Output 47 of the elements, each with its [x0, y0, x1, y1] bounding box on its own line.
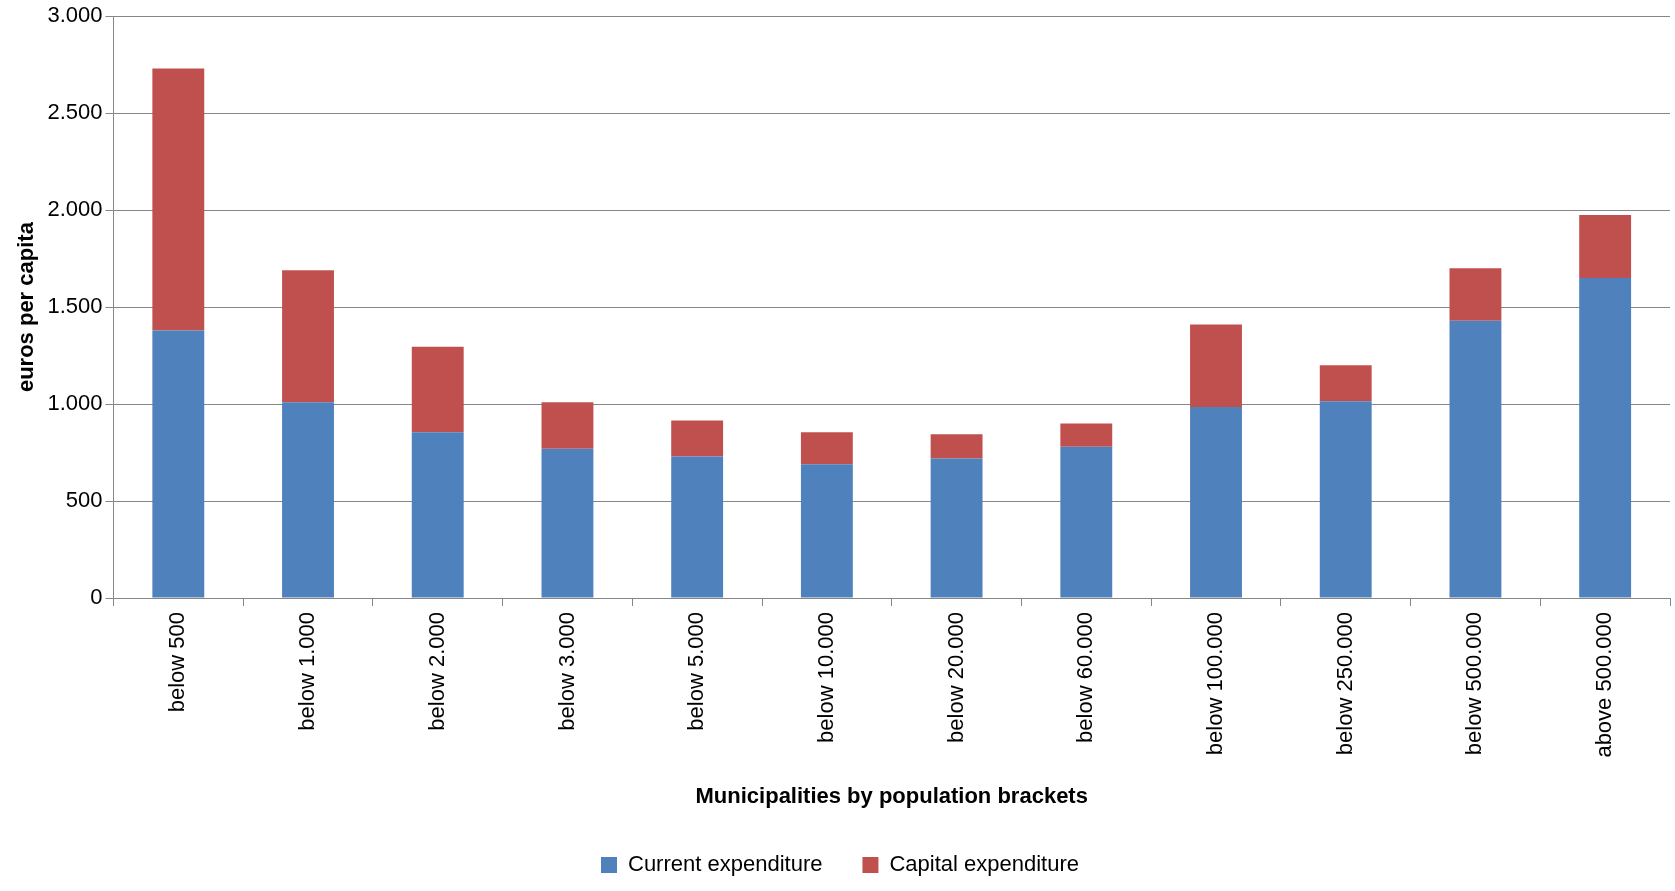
bar [282, 270, 334, 403]
bar [1579, 278, 1632, 598]
y-tick-label: 1.000 [47, 390, 103, 416]
bar [800, 464, 853, 598]
y-tick-label: 500 [65, 487, 103, 513]
bar [930, 434, 983, 459]
bar [1319, 401, 1372, 598]
bar [800, 432, 853, 465]
bar [411, 346, 464, 433]
x-tick-label: above 500.000 [1591, 612, 1617, 758]
y-tick-label: 3.000 [47, 2, 103, 28]
bar [1579, 214, 1632, 279]
bar [282, 402, 334, 598]
x-tick-label: below 250.000 [1331, 612, 1357, 756]
legend-label: Current expenditure [627, 851, 823, 877]
x-axis-title: Municipalities by population brackets [695, 782, 1088, 808]
bar [1060, 446, 1113, 598]
bar [541, 448, 594, 598]
y-tick-label: 2.000 [47, 196, 103, 222]
legend-label: Capital expenditure [889, 851, 1080, 877]
x-tick-label: below 3.000 [553, 612, 579, 731]
bar [671, 420, 724, 457]
y-tick-label: 0 [90, 584, 103, 610]
bar [1319, 365, 1372, 402]
y-tick-label: 2.500 [47, 99, 103, 125]
bar [152, 68, 205, 331]
y-axis-title: euros per capita [13, 221, 39, 393]
x-tick-label: below 5.000 [683, 612, 709, 731]
bar [671, 456, 724, 598]
bar [1190, 324, 1242, 407]
x-tick-label: below 500 [164, 612, 190, 713]
bar [1449, 268, 1502, 321]
x-tick-label: below 10.000 [812, 612, 838, 743]
bar [541, 402, 594, 449]
x-tick-label: below 60.000 [1072, 612, 1098, 743]
x-tick-label: below 2.000 [423, 612, 449, 731]
x-tick-label: below 500.000 [1461, 612, 1487, 756]
bar [152, 330, 205, 598]
bar [1190, 406, 1242, 598]
bar [411, 432, 464, 598]
x-tick-label: below 1.000 [294, 612, 320, 731]
x-tick-label: below 20.000 [942, 612, 968, 743]
y-tick-label: 1.500 [47, 293, 103, 319]
x-tick-label: below 100.000 [1202, 612, 1228, 756]
bar [1060, 423, 1113, 447]
bar [930, 458, 983, 598]
bar [1449, 320, 1502, 598]
